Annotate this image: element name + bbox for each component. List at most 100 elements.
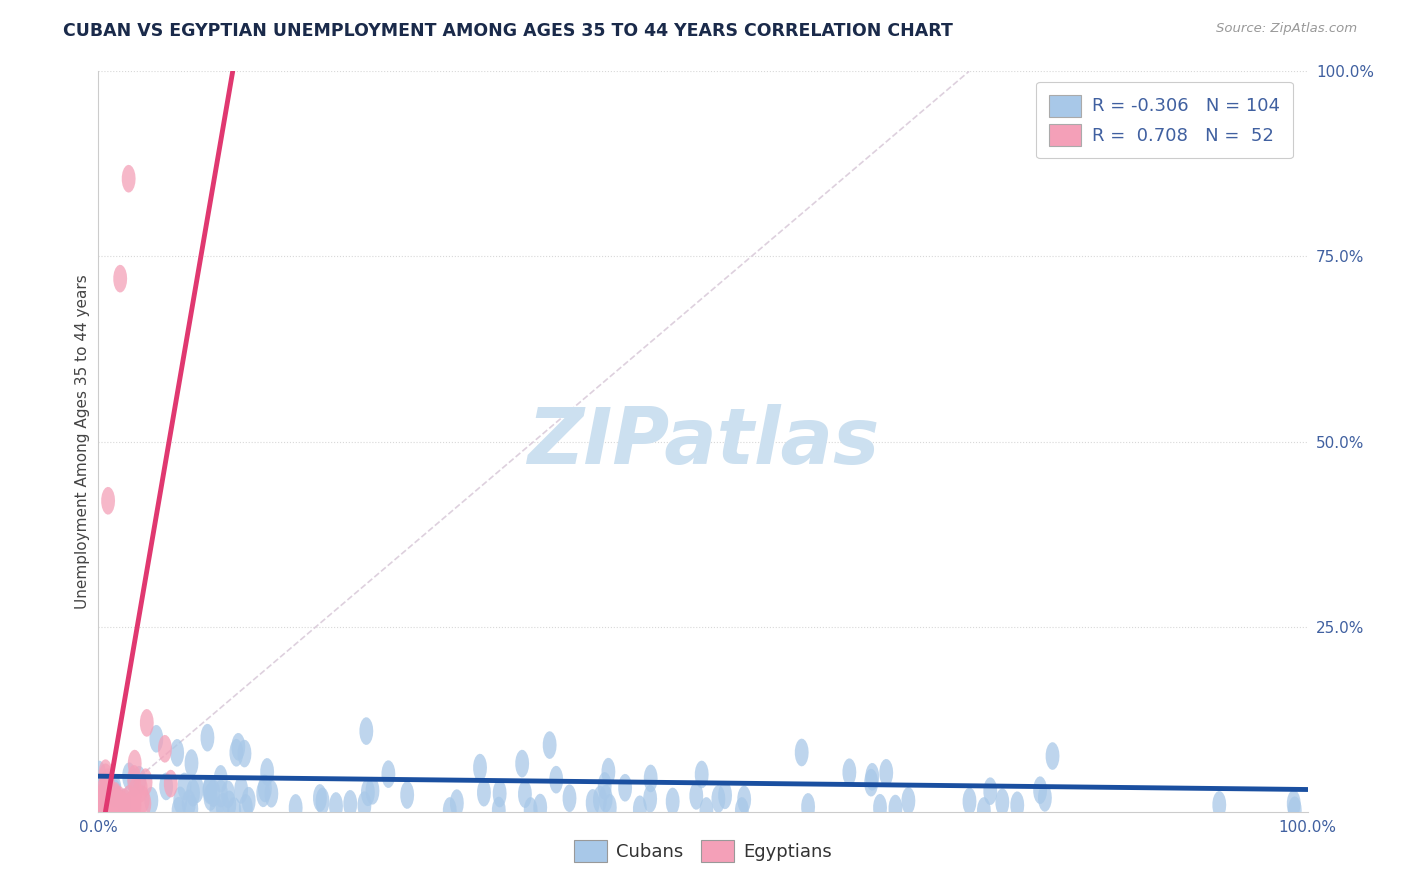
Point [513, 787, 536, 801]
Point [357, 785, 380, 799]
Point [217, 788, 239, 802]
Point [134, 797, 156, 811]
Point [89, 800, 111, 814]
Point [155, 780, 177, 794]
Point [640, 772, 662, 786]
Point [153, 741, 176, 756]
Point [538, 738, 561, 752]
Point [91, 789, 114, 803]
Point [122, 772, 145, 786]
Point [166, 746, 188, 760]
Point [111, 800, 134, 814]
Point [598, 764, 620, 779]
Point [94, 770, 117, 784]
Point [229, 783, 252, 797]
Point [159, 776, 181, 790]
Point [120, 798, 142, 813]
Point [205, 804, 228, 818]
Point [200, 789, 222, 804]
Point [714, 789, 737, 803]
Point [211, 799, 233, 814]
Point [186, 782, 208, 797]
Point [108, 271, 131, 285]
Point [97, 493, 120, 508]
Point [124, 776, 146, 790]
Point [325, 799, 347, 814]
Point [959, 794, 981, 808]
Point [396, 788, 419, 802]
Point [177, 797, 200, 811]
Point [558, 791, 581, 805]
Point [94, 786, 117, 800]
Point [105, 795, 128, 809]
Text: Source: ZipAtlas.com: Source: ZipAtlas.com [1216, 22, 1357, 36]
Point [228, 739, 250, 754]
Point [875, 765, 897, 780]
Point [104, 790, 127, 805]
Point [198, 783, 221, 797]
Point [546, 772, 568, 787]
Point [145, 731, 167, 746]
Point [582, 796, 605, 810]
Point [111, 804, 134, 818]
Point [118, 769, 141, 783]
Point [103, 781, 125, 796]
Point [446, 796, 468, 810]
Point [124, 798, 146, 813]
Point [107, 803, 129, 817]
Point [614, 780, 637, 795]
Point [124, 756, 146, 771]
Point [260, 787, 283, 801]
Point [661, 794, 683, 808]
Point [897, 794, 920, 808]
Point [93, 804, 115, 818]
Point [115, 800, 138, 814]
Point [97, 803, 120, 817]
Point [439, 804, 461, 818]
Point [225, 746, 247, 760]
Point [733, 792, 755, 806]
Point [104, 803, 127, 817]
Point [104, 786, 127, 800]
Point [1282, 797, 1305, 811]
Point [103, 800, 125, 814]
Point [235, 801, 257, 815]
Point [589, 792, 612, 806]
Point [685, 789, 707, 803]
Point [96, 780, 118, 795]
Point [169, 793, 191, 807]
Point [180, 756, 202, 770]
Point [141, 794, 163, 808]
Point [202, 786, 225, 800]
Point [472, 786, 495, 800]
Point [595, 791, 617, 805]
Point [110, 797, 132, 812]
Point [690, 767, 713, 781]
Point [233, 747, 256, 761]
Point [253, 781, 276, 796]
Point [198, 782, 221, 797]
Point [488, 787, 510, 801]
Point [124, 785, 146, 799]
Point [731, 804, 754, 818]
Point [112, 802, 135, 816]
Point [599, 801, 621, 815]
Point [860, 770, 883, 784]
Point [1033, 790, 1056, 805]
Point [209, 787, 232, 801]
Point [256, 764, 278, 779]
Point [167, 804, 190, 818]
Point [209, 772, 232, 786]
Point [869, 801, 891, 815]
Point [100, 795, 122, 809]
Point [108, 793, 131, 807]
Point [838, 765, 860, 780]
Point [1029, 783, 1052, 797]
Point [884, 801, 907, 815]
Point [224, 804, 246, 818]
Point [121, 804, 143, 818]
Point [107, 799, 129, 814]
Point [89, 802, 111, 816]
Legend: Cubans, Egyptians: Cubans, Egyptians [567, 833, 839, 870]
Point [89, 767, 111, 781]
